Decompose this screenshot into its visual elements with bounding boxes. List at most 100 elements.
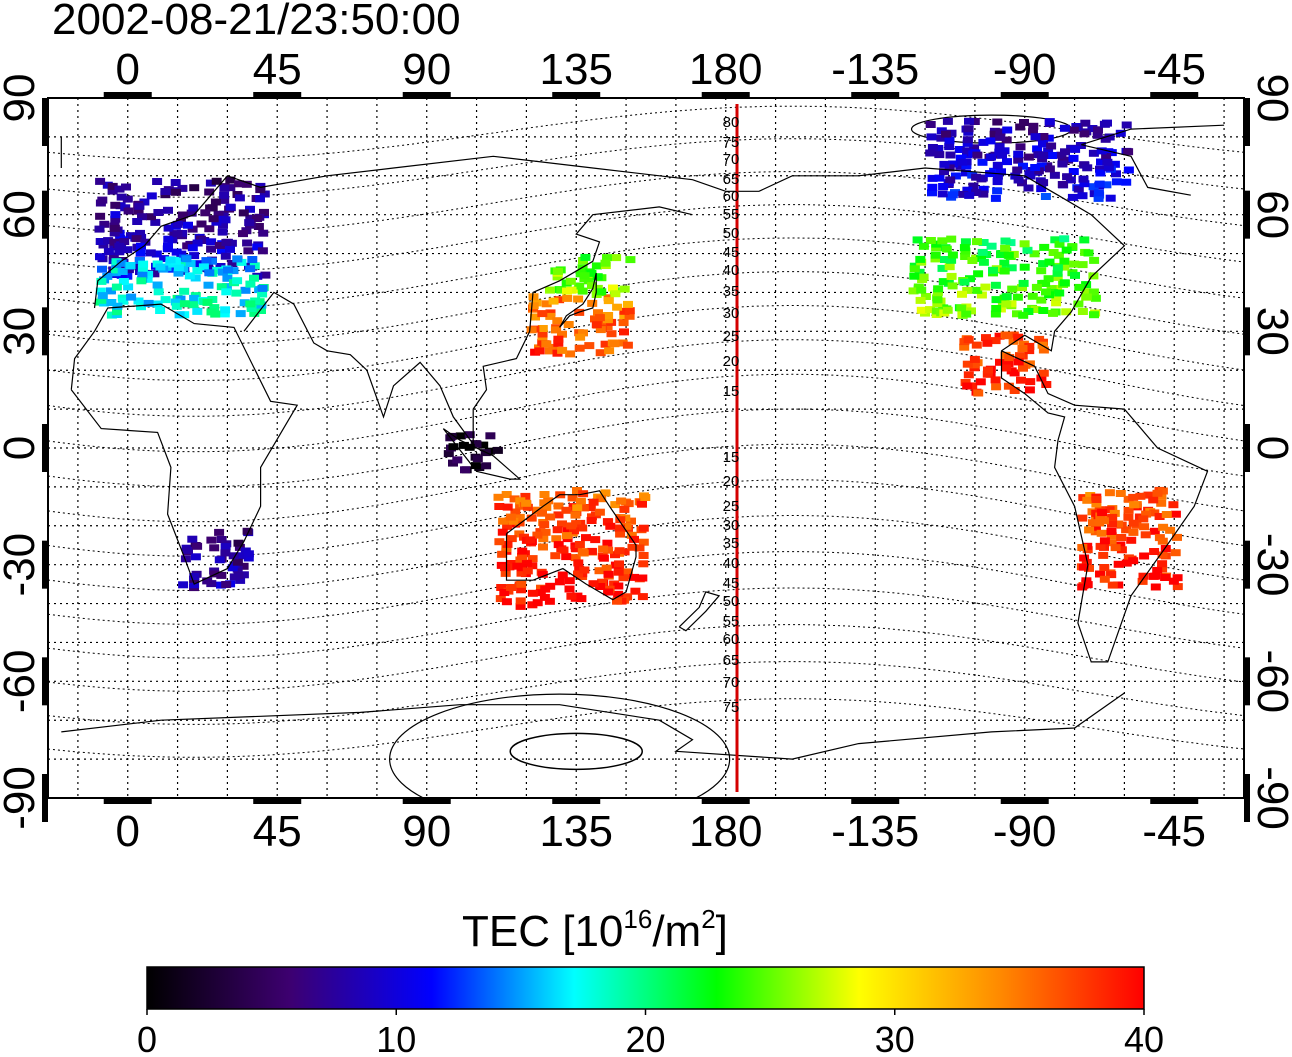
magnetic-lat-label: 70 [723,674,740,691]
tec-cell [532,599,543,607]
tec-cell [173,264,184,272]
frame-tick [402,798,451,804]
tec-cell [1103,164,1114,172]
tec-cell [238,209,249,217]
tec-cell [217,228,228,236]
frame-tick [1244,774,1250,822]
tec-cell [562,526,573,534]
tec-cell [1084,526,1095,534]
tec-cell [973,270,984,278]
tec-cell [242,239,253,247]
field-line [48,698,1244,758]
tec-cell [954,146,965,153]
tec-cell [95,253,105,261]
magnetic-lat-label: 55 [723,613,740,630]
tec-cell [206,536,217,544]
tec-cell [448,443,459,451]
tec-cell [177,184,188,192]
graticule-grid [48,98,1244,798]
tec-cell [517,547,528,555]
tec-cell [151,250,162,258]
tec-cell [586,269,597,277]
tec-cell [615,516,626,524]
tec-cell [565,277,576,285]
tec-cell [188,204,199,212]
frame-tick [1244,307,1250,356]
tec-cell [220,549,231,557]
tec-cell [117,268,128,275]
tec-cell [231,289,242,297]
tec-cell [219,310,230,318]
magnetic-lat-label: 20 [723,473,740,490]
tec-cell [947,191,958,199]
tec-cell [1062,173,1073,181]
tec-cell [245,205,255,213]
tec-cell [990,194,1001,202]
tec-cell [557,571,568,579]
tec-cell [600,340,611,348]
tec-cell [618,574,629,582]
tec-cell [621,522,632,530]
tec-cell [1149,527,1160,535]
tec-cell [541,340,552,348]
tec-cell [107,182,118,190]
tec-cell [1012,166,1023,174]
tec-cell [216,283,227,291]
tec-cell [981,334,991,342]
tec-cell [99,220,110,228]
tec-cell [925,237,936,244]
tec-cell [97,296,108,304]
tec-cell [1032,145,1043,153]
tec-cell [1160,545,1171,552]
tec-cell [530,313,540,321]
tec-cell [1036,185,1047,193]
tec-cell [553,511,564,519]
tec-cell [1091,496,1102,503]
tec-cell [978,185,989,193]
tec-cell [565,350,576,358]
tec-cell [108,252,119,260]
tec-cell [991,296,1002,304]
tec-cell [1003,382,1014,390]
tec-cell [609,340,620,348]
tec-cell [452,456,463,464]
tec-cell [946,129,957,137]
tec-cell [1088,288,1099,296]
tec-cell [1030,133,1041,141]
lat-label-right: 0 [1248,436,1292,460]
tec-cell [179,259,190,267]
tec-cell [497,528,508,536]
tec-cell [1075,142,1086,149]
tec-cell [1085,492,1096,499]
tec-cell [137,213,147,221]
tec-cell [1038,260,1049,268]
tec-cell [205,179,216,187]
tec-cell [980,283,991,291]
tec-cell [217,268,228,276]
tec-cell [977,248,988,256]
tec-cell [206,238,217,246]
tec-cell [1100,135,1111,143]
tec-cell [97,196,108,204]
tec-cell [219,191,230,199]
tec-cell [1016,376,1026,384]
tec-cell [1080,119,1091,127]
tec-cell [527,589,538,597]
tec-cell [640,494,651,501]
tec-cell [1157,551,1168,559]
tec-cell [999,147,1010,155]
tec-cell [494,503,505,510]
tec-cell [1068,154,1079,162]
tec-cell [1102,158,1113,166]
tec-cell [1039,243,1050,251]
tec-cell [532,531,543,539]
tec-cell [1013,333,1024,341]
tec-cell [245,265,256,273]
tec-cell [1157,560,1168,568]
tec-cell [1090,523,1101,531]
tec-cell [225,203,236,211]
frame-tick [42,424,48,472]
magnetic-lat-label: 20 [723,353,740,370]
coastline [93,155,1209,663]
tec-cell [1104,506,1115,514]
